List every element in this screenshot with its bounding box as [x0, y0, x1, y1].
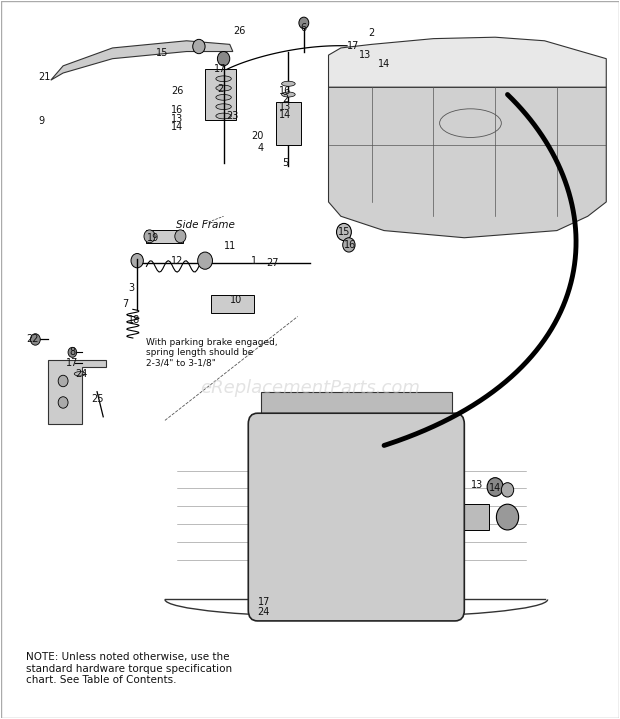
Ellipse shape [216, 76, 231, 81]
Circle shape [309, 577, 324, 594]
Ellipse shape [281, 92, 295, 97]
Text: 4: 4 [257, 143, 264, 153]
Text: 13: 13 [171, 114, 184, 124]
Text: 1: 1 [251, 256, 257, 265]
Text: 6: 6 [301, 23, 307, 33]
Text: 14: 14 [171, 122, 184, 132]
Text: 17: 17 [347, 41, 360, 51]
Bar [146, 230, 184, 243]
Text: 17: 17 [66, 358, 79, 368]
Text: 16: 16 [279, 86, 291, 96]
Polygon shape [329, 87, 606, 238]
Text: 26: 26 [233, 27, 245, 37]
Text: 13: 13 [471, 480, 483, 490]
Bar [452, 504, 489, 530]
Circle shape [497, 504, 518, 530]
Circle shape [487, 477, 503, 496]
Text: 14: 14 [378, 60, 390, 70]
Circle shape [502, 482, 514, 497]
Ellipse shape [216, 85, 231, 91]
Text: 21: 21 [38, 72, 51, 81]
Ellipse shape [216, 94, 231, 100]
Text: 13: 13 [279, 101, 291, 111]
Bar [276, 101, 301, 145]
Text: 25: 25 [91, 394, 104, 404]
Circle shape [175, 230, 186, 243]
Circle shape [299, 17, 309, 29]
Ellipse shape [216, 104, 231, 109]
Text: 16: 16 [171, 105, 184, 115]
Text: 26: 26 [171, 86, 184, 96]
Ellipse shape [281, 81, 295, 86]
Polygon shape [48, 360, 106, 424]
Text: 11: 11 [224, 242, 236, 252]
Text: 24: 24 [257, 607, 270, 617]
Circle shape [429, 508, 444, 526]
FancyBboxPatch shape [248, 413, 464, 621]
Circle shape [30, 334, 40, 345]
Polygon shape [260, 392, 452, 424]
Text: NOTE: Unless noted otherwise, use the
standard hardware torque specification
cha: NOTE: Unless noted otherwise, use the st… [26, 652, 232, 685]
Text: 15: 15 [156, 48, 168, 58]
Text: 24: 24 [76, 369, 88, 379]
Text: 14: 14 [279, 109, 291, 119]
Text: 2: 2 [218, 84, 224, 93]
Circle shape [268, 508, 283, 526]
Text: 16: 16 [344, 240, 356, 250]
Circle shape [343, 238, 355, 252]
Text: 27: 27 [267, 258, 279, 267]
Text: 23: 23 [227, 111, 239, 121]
Text: 8: 8 [69, 347, 76, 357]
Text: 3: 3 [128, 283, 134, 293]
Text: 13: 13 [360, 50, 371, 60]
Circle shape [389, 440, 404, 457]
Circle shape [309, 440, 324, 457]
Text: Side Frame: Side Frame [175, 220, 234, 230]
Ellipse shape [281, 114, 295, 119]
Circle shape [329, 485, 384, 549]
Text: 15: 15 [338, 227, 350, 237]
Text: 17: 17 [257, 597, 270, 607]
Text: 14: 14 [489, 483, 502, 493]
Circle shape [218, 52, 230, 66]
Text: 18: 18 [128, 315, 140, 325]
Circle shape [338, 495, 375, 539]
Circle shape [337, 224, 352, 241]
Circle shape [389, 577, 404, 594]
Text: 9: 9 [38, 116, 45, 126]
Text: 7: 7 [122, 298, 128, 308]
Ellipse shape [74, 372, 86, 376]
Text: 10: 10 [230, 295, 242, 305]
Circle shape [68, 347, 77, 357]
Text: 19: 19 [146, 233, 159, 243]
Circle shape [144, 230, 155, 243]
Circle shape [131, 254, 143, 267]
Text: 2: 2 [369, 28, 375, 38]
Circle shape [58, 397, 68, 408]
Circle shape [193, 40, 205, 54]
Polygon shape [51, 41, 233, 81]
Text: 20: 20 [251, 131, 264, 141]
Text: 5: 5 [282, 157, 288, 168]
Ellipse shape [260, 602, 273, 608]
Ellipse shape [216, 113, 231, 119]
Circle shape [58, 375, 68, 387]
Ellipse shape [281, 103, 295, 108]
Text: 2: 2 [282, 93, 288, 104]
Text: 12: 12 [171, 256, 184, 265]
Polygon shape [329, 37, 606, 87]
Text: 22: 22 [26, 334, 38, 344]
Text: With parking brake engaged,
spring length should be
2-3/4" to 3-1/8": With parking brake engaged, spring lengt… [146, 338, 278, 368]
Bar [211, 295, 254, 313]
Bar [205, 70, 236, 119]
Circle shape [198, 252, 213, 269]
Circle shape [260, 605, 273, 619]
Text: eReplacementParts.com: eReplacementParts.com [200, 379, 420, 397]
Text: 17: 17 [215, 64, 227, 74]
